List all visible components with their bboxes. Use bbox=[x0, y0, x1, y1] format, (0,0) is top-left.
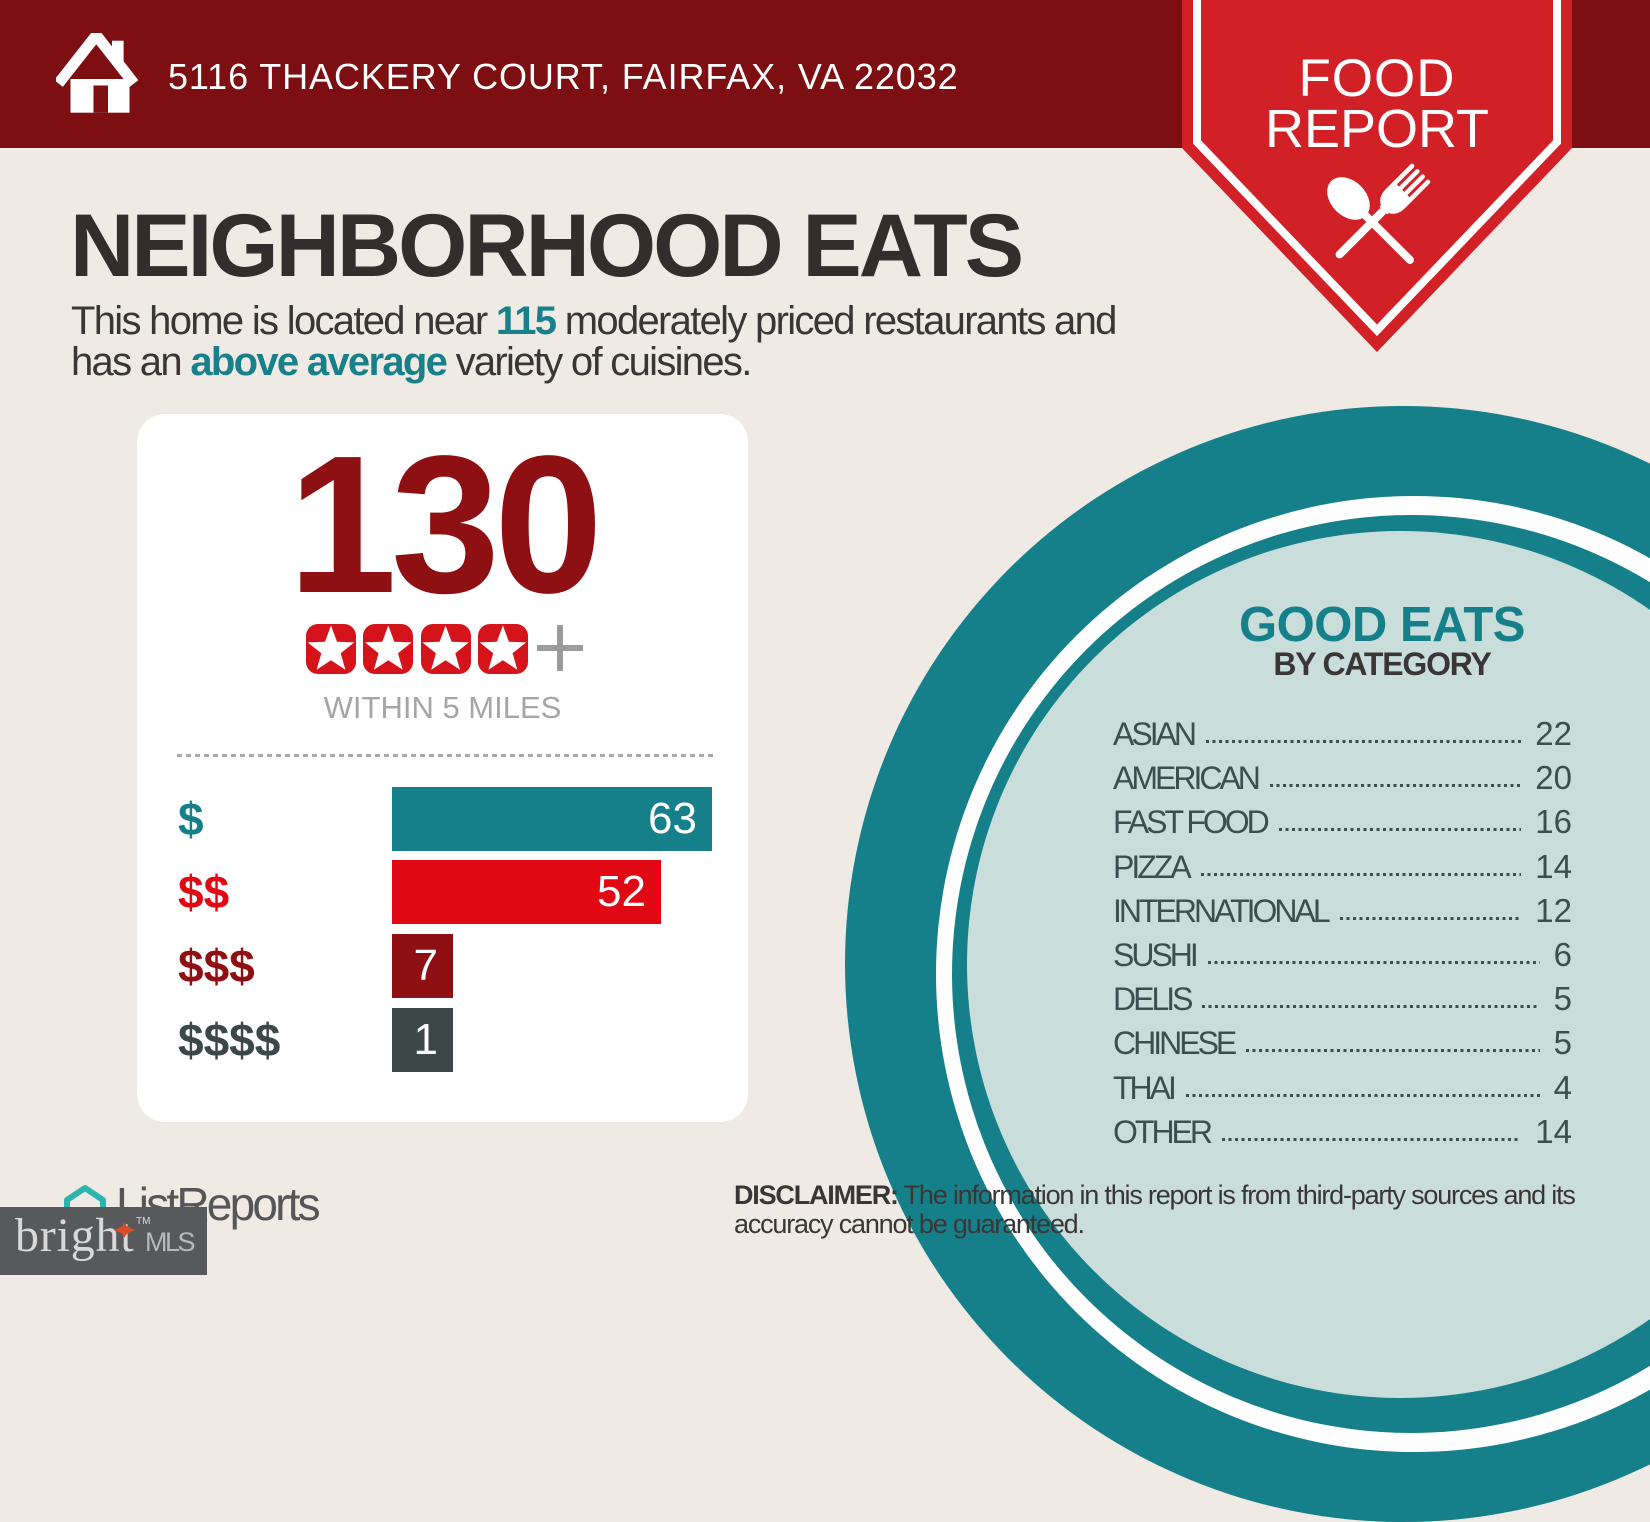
svg-text:REPORT: REPORT bbox=[1265, 99, 1489, 159]
svg-text:FOOD: FOOD bbox=[1298, 49, 1455, 108]
